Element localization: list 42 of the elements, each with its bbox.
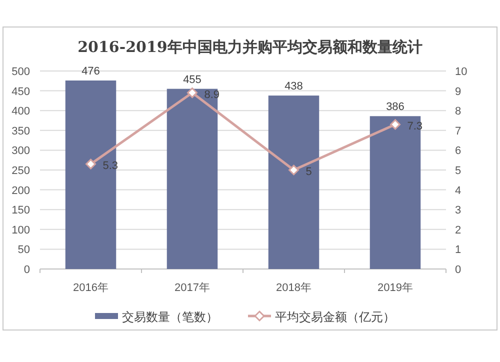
point bbox=[187, 88, 198, 98]
data-label: 386 bbox=[386, 101, 404, 114]
y2-tick-label: 8 bbox=[455, 106, 462, 118]
y2-tick-label: 3 bbox=[455, 204, 462, 217]
x-tick-label: 2019年 bbox=[378, 282, 413, 294]
y-tick-label: 0 bbox=[24, 264, 30, 276]
y2-tick-label: 1 bbox=[455, 244, 462, 256]
y2-tick-label: 9 bbox=[455, 86, 462, 98]
data-label: 5 bbox=[306, 166, 312, 178]
y-tick-label: 450 bbox=[12, 86, 30, 98]
legend-label: 交易数量（笔数） bbox=[122, 310, 218, 324]
chart-title: 2016-2019年中国电力并购平均交易额和数量统计 bbox=[78, 38, 422, 56]
y-tick-label: 400 bbox=[12, 106, 30, 118]
y2-tick-label: 0 bbox=[455, 264, 462, 276]
y-tick-label: 350 bbox=[12, 125, 30, 138]
y2-tick-label: 5 bbox=[455, 165, 462, 177]
y-tick-label: 500 bbox=[12, 66, 30, 78]
point bbox=[288, 164, 299, 176]
y2-tick-label: 6 bbox=[455, 145, 462, 158]
y-tick-label: 250 bbox=[12, 165, 30, 177]
x-tick-label: 2016年 bbox=[73, 282, 108, 294]
data-label: 476 bbox=[82, 66, 100, 78]
bar bbox=[370, 116, 421, 269]
bar bbox=[166, 88, 218, 269]
data-label: 438 bbox=[284, 80, 303, 93]
y2-tick-label: 7 bbox=[455, 125, 462, 138]
y2-tick-label: 2 bbox=[455, 224, 462, 236]
x-tick-label: 2017年 bbox=[174, 282, 210, 294]
y2-tick-label: 10 bbox=[455, 66, 468, 78]
y-tick-label: 50 bbox=[18, 244, 30, 256]
y-tick-label: 100 bbox=[12, 224, 30, 236]
point bbox=[390, 119, 400, 130]
x-tick-label: 2018年 bbox=[276, 282, 312, 294]
y-tick-label: 200 bbox=[12, 184, 30, 197]
legend-label: 平均交易金额（亿元） bbox=[275, 310, 395, 324]
y-tick-label: 300 bbox=[12, 145, 30, 158]
data-label: 455 bbox=[183, 74, 202, 86]
y2-tick-label: 4 bbox=[455, 184, 462, 197]
bar bbox=[268, 96, 320, 269]
bar bbox=[65, 80, 116, 269]
point bbox=[86, 158, 96, 170]
y-tick-label: 150 bbox=[12, 204, 30, 217]
